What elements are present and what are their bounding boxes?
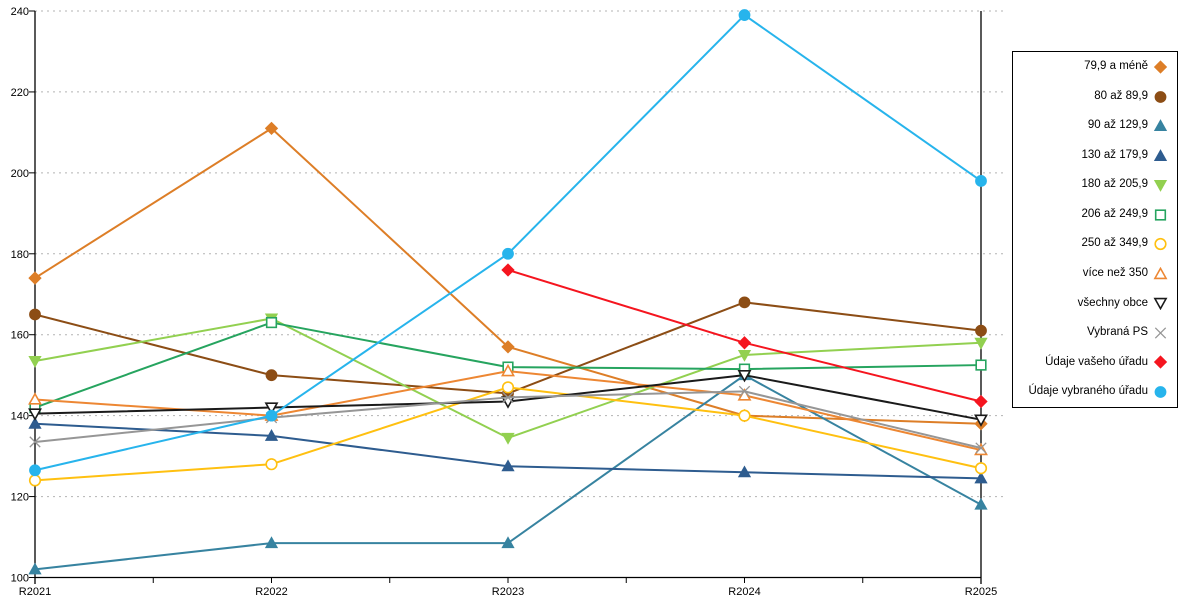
legend-label-v-ce-ne-350: více než 350 bbox=[1082, 266, 1148, 279]
legend-marker-vybran-ps-icon bbox=[1154, 327, 1167, 339]
series-markers-daje-va-eho-adu bbox=[501, 263, 988, 409]
y-tick-label-240: 240 bbox=[11, 6, 29, 18]
x-tick-label-r2023: R2023 bbox=[492, 586, 524, 598]
legend-marker-180-a-205-9-icon bbox=[1153, 180, 1168, 192]
gridlines bbox=[35, 10, 1005, 498]
legend-marker-v-echny-obce-icon bbox=[1153, 298, 1168, 311]
legend-item-130-a-179-9: 130 až 179,9 bbox=[1017, 148, 1168, 163]
x-tick-label-r2025: R2025 bbox=[965, 586, 997, 598]
legend-label-180-a-205-9: 180 až 205,9 bbox=[1081, 178, 1148, 191]
series-250-a-349-9 bbox=[28, 381, 988, 487]
y-tick-label-220: 220 bbox=[11, 87, 29, 99]
chart-legend: 79,9 a méně 80 až 89,9 90 až 129,9 130 až 1… bbox=[1012, 51, 1178, 408]
legend-label-206-a-249-9: 206 až 249,9 bbox=[1081, 207, 1148, 220]
legend-marker-130-a-179-9-icon bbox=[1153, 148, 1168, 161]
legend-label-v-echny-obce: všechny obce bbox=[1077, 296, 1148, 309]
legend-item-daje-vybran-ho-adu: Údaje vybraného úřadu bbox=[1017, 385, 1168, 399]
y-tick-label-200: 200 bbox=[11, 168, 29, 180]
legend-marker-v-ce-ne-350-icon bbox=[1153, 266, 1168, 279]
axis-labels: 100 120 140 160 180 200 220 240 R2021 R2022 R2023 R… bbox=[11, 6, 998, 598]
legend-marker-79-9-a-m-n-icon bbox=[1153, 60, 1168, 74]
series-markers-daje-vybran-ho-adu bbox=[29, 9, 987, 477]
series-daje-va-eho-adu bbox=[501, 263, 988, 409]
legend-item-90-a-129-9: 90 až 129,9 bbox=[1017, 119, 1168, 133]
series-130-a-179-9 bbox=[28, 416, 988, 484]
y-tick-label-140: 140 bbox=[11, 411, 29, 423]
legend-label-80-a-89-9: 80 až 89,9 bbox=[1094, 89, 1148, 102]
legend-label-250-a-349-9: 250 až 349,9 bbox=[1081, 237, 1148, 250]
legend-item-250-a-349-9: 250 až 349,9 bbox=[1017, 237, 1168, 251]
series-line-180-a-205-9 bbox=[34, 317, 982, 439]
series-markers-250-a-349-9 bbox=[28, 381, 988, 487]
series bbox=[28, 9, 988, 575]
axes bbox=[29, 10, 982, 584]
legend-marker-80-a-89-9-icon bbox=[1154, 90, 1167, 103]
x-tick-label-r2022: R2022 bbox=[255, 586, 287, 598]
legend-label-79-9-a-m-n: 79,9 a méně bbox=[1084, 60, 1148, 73]
legend-item-206-a-249-9: 206 až 249,9 bbox=[1017, 208, 1168, 222]
series-daje-vybran-ho-adu bbox=[29, 9, 987, 477]
y-tick-label-160: 160 bbox=[11, 330, 29, 342]
legend-marker-206-a-249-9-icon bbox=[1154, 209, 1167, 221]
legend-label-daje-vybran-ho-adu: Údaje vybraného úřadu bbox=[1028, 385, 1148, 398]
legend-item-v-echny-obce: všechny obce bbox=[1017, 296, 1168, 311]
legend-item-daje-va-eho-adu: Údaje vašeho úřadu bbox=[1017, 355, 1168, 369]
legend-marker-250-a-349-9-icon bbox=[1154, 238, 1167, 251]
x-tick-label-r2021: R2021 bbox=[19, 586, 51, 598]
legend-marker-90-a-129-9-icon bbox=[1153, 119, 1168, 132]
legend-item-180-a-205-9: 180 až 205,9 bbox=[1017, 178, 1168, 192]
series-markers-130-a-179-9 bbox=[28, 416, 988, 484]
y-tick-label-100: 100 bbox=[11, 573, 29, 585]
legend-label-130-a-179-9: 130 až 179,9 bbox=[1081, 148, 1148, 161]
series-180-a-205-9 bbox=[28, 313, 988, 445]
legend-item-80-a-89-9: 80 až 89,9 bbox=[1017, 90, 1168, 104]
legend-label-vybran-ps: Vybraná PS bbox=[1087, 326, 1148, 339]
y-tick-label-180: 180 bbox=[11, 249, 29, 261]
legend-label-90-a-129-9: 90 až 129,9 bbox=[1087, 119, 1148, 132]
legend-marker-daje-vybran-ho-adu-icon bbox=[1154, 385, 1167, 398]
legend-label-daje-va-eho-adu: Údaje vašeho úřadu bbox=[1045, 355, 1148, 368]
legend-item-vybran-ps: Vybraná PS bbox=[1017, 326, 1168, 340]
series-markers-180-a-205-9 bbox=[28, 313, 988, 445]
legend-marker-daje-va-eho-adu-icon bbox=[1153, 355, 1168, 369]
x-tick-label-r2024: R2024 bbox=[728, 586, 760, 598]
y-tick-label-120: 120 bbox=[11, 492, 29, 504]
legend-item-79-9-a-m-n: 79,9 a méně bbox=[1017, 60, 1168, 74]
legend-item-v-ce-ne-350: více než 350 bbox=[1017, 266, 1168, 281]
